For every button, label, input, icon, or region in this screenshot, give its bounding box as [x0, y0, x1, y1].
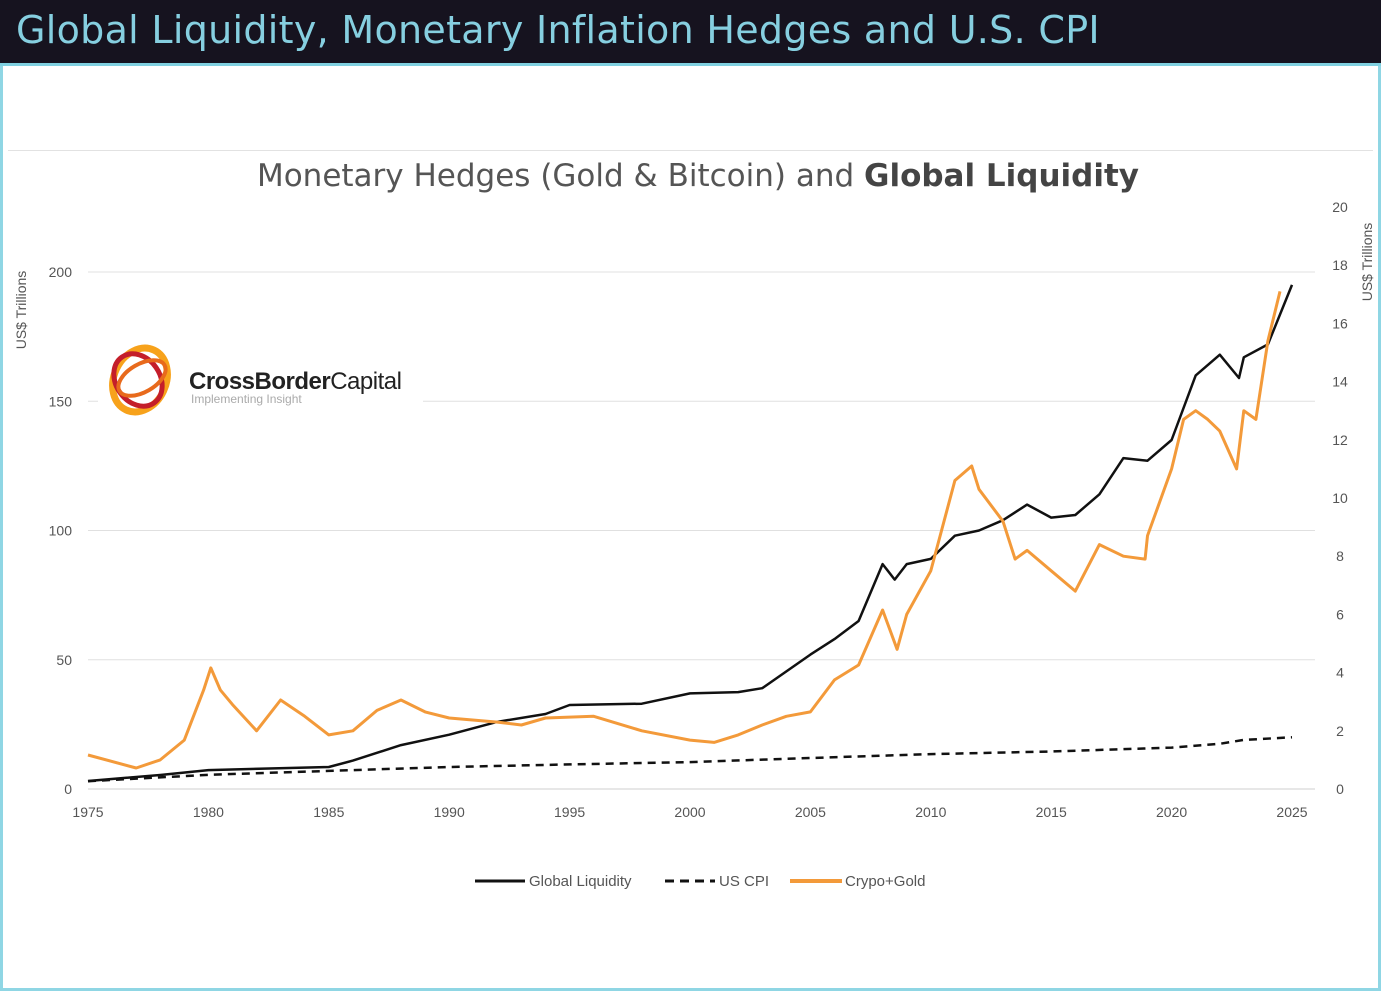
page-title: Global Liquidity, Monetary Inflation Hed…: [16, 8, 1100, 52]
chart-title: Monetary Hedges (Gold & Bitcoin) and Glo…: [257, 158, 1139, 194]
y-tick-left: 150: [49, 393, 73, 409]
page-header: Global Liquidity, Monetary Inflation Hed…: [0, 0, 1381, 66]
y-tick-left: 100: [49, 523, 73, 539]
y-tick-right: 0: [1336, 781, 1344, 797]
svg-text:Implementing Insight: Implementing Insight: [191, 392, 302, 406]
x-tick: 2020: [1156, 804, 1187, 820]
chart-card: [0, 66, 1381, 991]
x-tick: 1985: [313, 804, 344, 820]
x-tick: 2010: [915, 804, 946, 820]
legend-label-crypto-gold: Crypo+Gold: [845, 873, 925, 890]
y-tick-right: 12: [1332, 432, 1348, 448]
logo: CrossBorderCapital Implementing Insight: [98, 338, 423, 420]
y-tick-right: 14: [1332, 374, 1348, 390]
series-global-liquidity: [87, 284, 1294, 783]
y-axis-left-label: US$ Trillions: [13, 271, 29, 350]
y-tick-right: 10: [1332, 490, 1348, 506]
y-axis-right-label: US$ Trillions: [1359, 223, 1375, 302]
y-tick-left: 200: [49, 264, 73, 280]
y-tick-left: 50: [56, 652, 72, 668]
x-tick: 1995: [554, 804, 585, 820]
x-tick: 1990: [434, 804, 465, 820]
y-tick-right: 2: [1336, 723, 1344, 739]
series-us-cpi: [87, 736, 1293, 783]
y-tick-right: 20: [1332, 199, 1348, 215]
y-tick-right: 16: [1332, 315, 1348, 331]
x-tick: 2015: [1036, 804, 1067, 820]
series-crypto-gold: [87, 291, 1282, 770]
y-tick-right: 18: [1332, 257, 1348, 273]
divider: [8, 150, 1373, 151]
y-tick-right: 4: [1336, 665, 1344, 681]
x-tick: 2000: [674, 804, 705, 820]
x-tick: 1975: [72, 804, 103, 820]
legend: Global Liquidity US CPI Crypo+Gold: [475, 873, 925, 890]
y-tick-right: 8: [1336, 548, 1344, 564]
legend-label-cpi: US CPI: [719, 873, 769, 890]
x-tick: 1980: [193, 804, 224, 820]
x-tick: 2005: [795, 804, 826, 820]
x-tick: 2025: [1276, 804, 1307, 820]
svg-text:CrossBorderCapital: CrossBorderCapital: [189, 368, 401, 395]
y-tick-left: 0: [64, 781, 72, 797]
y-tick-right: 6: [1336, 606, 1344, 622]
legend-label-liquidity: Global Liquidity: [529, 873, 632, 890]
